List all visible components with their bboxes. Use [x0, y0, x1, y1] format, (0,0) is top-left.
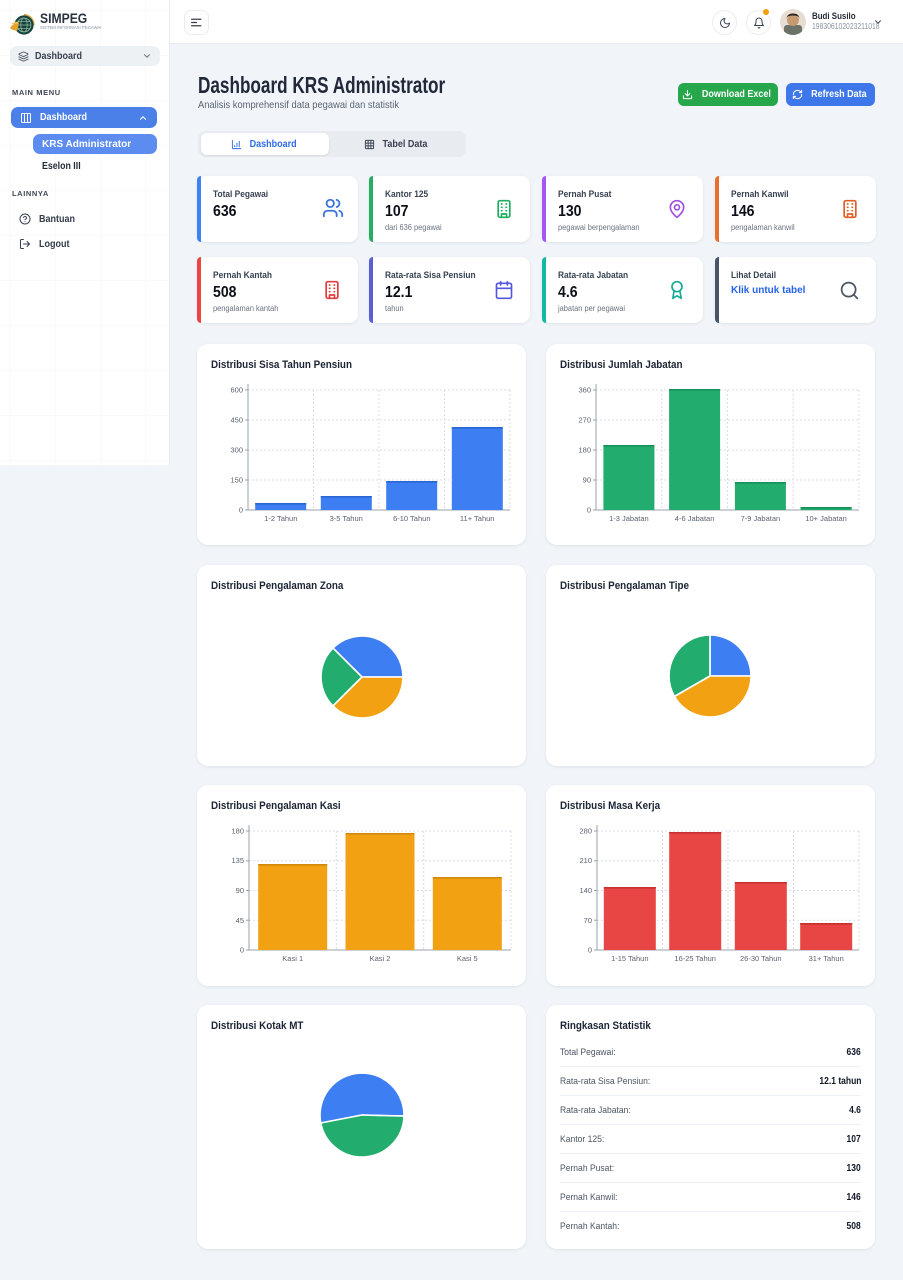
svg-text:90: 90 — [236, 886, 244, 895]
svg-text:7-9 Jabatan: 7-9 Jabatan — [741, 514, 781, 523]
svg-text:4-6 Jabatan: 4-6 Jabatan — [675, 514, 715, 523]
svg-text:450: 450 — [230, 416, 243, 425]
svg-text:70: 70 — [584, 916, 592, 925]
svg-text:90: 90 — [583, 476, 591, 485]
svg-text:11+ Tahun: 11+ Tahun — [460, 514, 495, 523]
svg-text:150: 150 — [230, 476, 243, 485]
svg-text:180: 180 — [578, 446, 591, 455]
svg-text:26-30 Tahun: 26-30 Tahun — [740, 954, 782, 963]
svg-text:3-5 Tahun: 3-5 Tahun — [330, 514, 363, 523]
svg-text:45: 45 — [236, 916, 244, 925]
svg-text:0: 0 — [239, 506, 243, 515]
svg-text:0: 0 — [588, 946, 592, 955]
svg-text:140: 140 — [579, 886, 592, 895]
svg-text:1-15 Tahun: 1-15 Tahun — [611, 954, 648, 963]
svg-text:Kasi 2: Kasi 2 — [370, 954, 391, 963]
svg-text:Kasi 5: Kasi 5 — [457, 954, 478, 963]
svg-text:180: 180 — [231, 827, 244, 836]
svg-text:135: 135 — [231, 856, 244, 865]
svg-text:0: 0 — [240, 946, 244, 955]
svg-text:210: 210 — [579, 856, 592, 865]
svg-text:10+ Jabatan: 10+ Jabatan — [805, 514, 847, 523]
svg-text:1-3 Jabatan: 1-3 Jabatan — [609, 514, 649, 523]
svg-text:270: 270 — [578, 416, 591, 425]
svg-text:16-25 Tahun: 16-25 Tahun — [674, 954, 716, 963]
svg-text:6-10 Tahun: 6-10 Tahun — [393, 514, 430, 523]
svg-text:600: 600 — [230, 386, 243, 395]
svg-text:1-2 Tahun: 1-2 Tahun — [264, 514, 297, 523]
svg-text:360: 360 — [578, 386, 591, 395]
svg-text:31+ Tahun: 31+ Tahun — [809, 954, 844, 963]
svg-text:0: 0 — [587, 506, 591, 515]
svg-text:300: 300 — [230, 446, 243, 455]
svg-text:280: 280 — [579, 827, 592, 836]
svg-text:Kasi 1: Kasi 1 — [282, 954, 303, 963]
